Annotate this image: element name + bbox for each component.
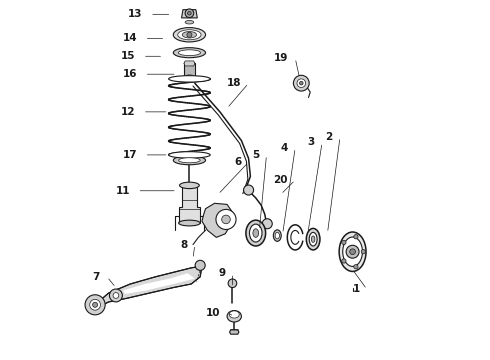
Text: 19: 19 [273, 53, 288, 63]
Polygon shape [123, 273, 195, 294]
Polygon shape [179, 185, 200, 223]
Ellipse shape [339, 232, 366, 271]
Ellipse shape [273, 230, 281, 241]
Text: 1: 1 [352, 284, 360, 294]
Circle shape [297, 79, 306, 87]
Ellipse shape [178, 30, 201, 40]
Circle shape [109, 289, 122, 302]
Ellipse shape [173, 28, 205, 42]
Ellipse shape [169, 76, 210, 82]
Text: 5: 5 [252, 150, 259, 160]
Text: 11: 11 [116, 186, 130, 196]
Circle shape [93, 302, 98, 307]
Ellipse shape [229, 311, 239, 318]
Text: 14: 14 [123, 33, 137, 43]
Ellipse shape [184, 75, 195, 79]
Ellipse shape [246, 220, 266, 246]
Ellipse shape [173, 48, 205, 58]
Ellipse shape [309, 232, 317, 246]
Polygon shape [184, 61, 195, 66]
Circle shape [262, 219, 272, 229]
Ellipse shape [343, 237, 363, 266]
Circle shape [354, 265, 358, 269]
Circle shape [216, 210, 236, 229]
Text: 16: 16 [123, 69, 137, 79]
Ellipse shape [185, 21, 194, 24]
Text: 13: 13 [128, 9, 143, 19]
Circle shape [113, 293, 119, 298]
Ellipse shape [311, 236, 315, 242]
Text: 3: 3 [308, 138, 315, 147]
Polygon shape [93, 266, 202, 307]
Text: 4: 4 [281, 143, 288, 153]
Ellipse shape [182, 32, 196, 38]
Circle shape [85, 295, 105, 315]
Ellipse shape [179, 182, 199, 189]
Text: 2: 2 [326, 132, 333, 142]
Ellipse shape [173, 156, 205, 165]
Circle shape [346, 245, 359, 258]
Circle shape [228, 279, 237, 288]
Text: 17: 17 [123, 150, 137, 160]
Text: 12: 12 [121, 107, 136, 117]
Polygon shape [202, 203, 232, 237]
Circle shape [354, 235, 358, 239]
Ellipse shape [253, 229, 259, 237]
Circle shape [90, 300, 100, 310]
Ellipse shape [227, 311, 242, 322]
Circle shape [342, 259, 346, 263]
Text: 8: 8 [180, 239, 188, 249]
Ellipse shape [275, 232, 279, 239]
Circle shape [195, 260, 205, 270]
Text: 10: 10 [205, 308, 220, 318]
Circle shape [299, 81, 303, 85]
Circle shape [361, 249, 366, 254]
Circle shape [185, 9, 194, 18]
Text: 20: 20 [273, 175, 288, 185]
Text: 7: 7 [93, 272, 100, 282]
Ellipse shape [169, 152, 210, 158]
Circle shape [350, 249, 355, 255]
Circle shape [342, 240, 346, 244]
Ellipse shape [178, 50, 200, 55]
Circle shape [244, 185, 254, 195]
Text: 15: 15 [121, 51, 136, 61]
Circle shape [188, 12, 191, 15]
Circle shape [221, 215, 230, 224]
Text: 18: 18 [227, 78, 242, 88]
Circle shape [294, 75, 309, 91]
Text: 6: 6 [234, 157, 242, 167]
Bar [184, 63, 195, 77]
Ellipse shape [184, 61, 195, 66]
Circle shape [187, 32, 192, 37]
Text: 9: 9 [218, 268, 225, 278]
Ellipse shape [179, 220, 200, 226]
Ellipse shape [249, 224, 262, 242]
Polygon shape [181, 10, 197, 18]
Polygon shape [230, 330, 239, 334]
Ellipse shape [306, 228, 320, 250]
Ellipse shape [179, 158, 200, 163]
